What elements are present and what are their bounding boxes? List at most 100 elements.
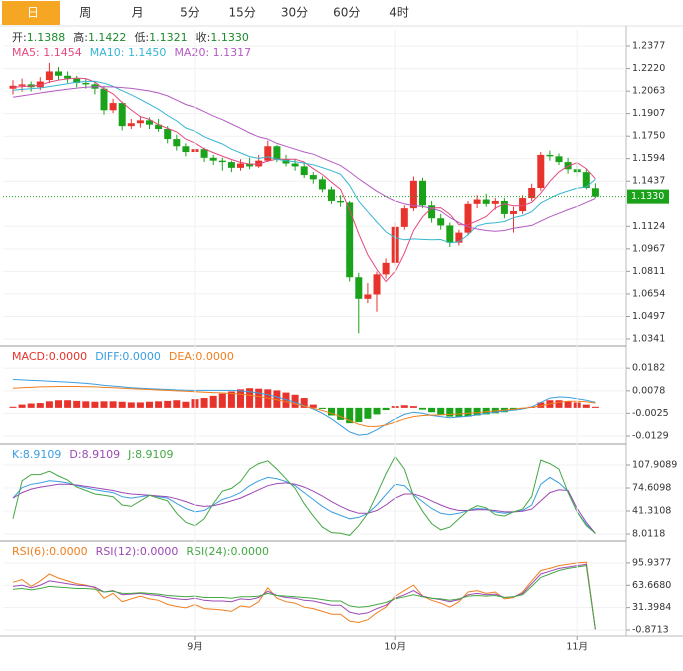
macd-bar bbox=[537, 402, 545, 408]
legend-name: MA5: bbox=[12, 46, 43, 59]
macd-bar bbox=[282, 392, 290, 408]
macd-bar bbox=[328, 407, 335, 416]
candle-body bbox=[291, 163, 299, 167]
legend-item: MA5: 1.1454 bbox=[12, 46, 82, 59]
candle-body bbox=[419, 180, 426, 206]
macd-bar bbox=[182, 401, 190, 408]
macd-bar bbox=[400, 405, 408, 408]
macd-bar bbox=[36, 403, 44, 408]
candle-body bbox=[382, 262, 390, 275]
legend-item: MA20: 1.1317 bbox=[174, 46, 251, 59]
macd-bar bbox=[136, 402, 144, 408]
legend-name: 收: bbox=[196, 30, 211, 44]
y-tick-label: 8.0118 bbox=[632, 528, 665, 539]
legend-name: 开: bbox=[12, 31, 27, 44]
y-tick-label: -0.0025 bbox=[632, 408, 669, 419]
tab[interactable]: 月 bbox=[132, 6, 144, 20]
candle-body bbox=[455, 232, 463, 243]
candle-body bbox=[346, 202, 354, 278]
x-tick-label: 10月 bbox=[384, 642, 406, 653]
macd-bar bbox=[446, 407, 454, 417]
legend-value: 8.9109 bbox=[82, 448, 121, 461]
candle-body bbox=[255, 160, 263, 167]
candle-body bbox=[182, 146, 190, 153]
legend-value: 8.9109 bbox=[23, 448, 62, 461]
tab-label: 月 bbox=[132, 6, 144, 20]
macd-bar bbox=[118, 401, 126, 408]
macd-bar bbox=[291, 394, 299, 408]
y-tick-label: 0.0182 bbox=[632, 363, 665, 374]
candle-body bbox=[546, 154, 554, 157]
legend-name: RSI(24): bbox=[186, 545, 230, 558]
candle-body bbox=[364, 294, 372, 299]
candle-body bbox=[591, 188, 599, 197]
macd-bar bbox=[209, 395, 217, 408]
legend-item: 高:1.1422 bbox=[73, 30, 126, 44]
legend-item: RSI(24):0.0000 bbox=[186, 545, 269, 558]
legend-value: 0.0000 bbox=[195, 350, 234, 363]
x-tick-label: 9月 bbox=[187, 642, 203, 653]
macd-bar bbox=[409, 406, 417, 408]
tab[interactable]: 日 bbox=[2, 1, 60, 25]
legend-value: 1.1321 bbox=[149, 31, 188, 44]
macd-bar bbox=[164, 400, 172, 408]
tab[interactable]: 周 bbox=[79, 6, 91, 20]
macd-bar bbox=[373, 407, 381, 415]
candle-body bbox=[73, 78, 81, 83]
candle-body bbox=[464, 203, 472, 233]
legend-item: 低:1.1321 bbox=[134, 31, 187, 44]
macd-bar bbox=[473, 407, 481, 416]
y-tick-label: 1.0654 bbox=[632, 288, 665, 299]
candle-body bbox=[18, 84, 26, 86]
tab-label: 周 bbox=[79, 6, 91, 20]
tab-label: 日 bbox=[27, 6, 39, 20]
series-line bbox=[12, 77, 596, 283]
candle-body bbox=[537, 154, 545, 189]
legend-item: 开:1.1388 bbox=[12, 31, 65, 44]
y-tick-label: 1.2063 bbox=[632, 86, 665, 97]
tab-active-bg bbox=[2, 1, 60, 25]
legend-name: MACD: bbox=[12, 350, 49, 363]
y-tick-label: -0.0129 bbox=[632, 431, 669, 442]
macd-bar bbox=[64, 400, 72, 408]
macd-bar bbox=[100, 401, 108, 408]
legend-value: 1.1454 bbox=[43, 46, 82, 59]
macd-bar bbox=[27, 403, 35, 408]
candle-body bbox=[300, 166, 308, 176]
tab[interactable]: 15分 bbox=[229, 6, 256, 20]
y-tick-label: 41.3108 bbox=[632, 506, 671, 517]
macd-bar bbox=[155, 401, 163, 408]
macd-bar bbox=[109, 401, 117, 408]
legend-name: K: bbox=[12, 448, 23, 461]
candle-body bbox=[237, 163, 244, 168]
legend-item: RSI(6):0.0000 bbox=[12, 545, 88, 558]
tab[interactable]: 5分 bbox=[180, 6, 200, 20]
candle-body bbox=[109, 103, 117, 111]
y-tick-label: -0.8713 bbox=[632, 625, 669, 636]
y-tick-label: 1.1124 bbox=[632, 221, 665, 232]
series-line bbox=[12, 565, 596, 630]
x-tick-label: 11月 bbox=[566, 642, 588, 653]
legend-value: 0.0000 bbox=[140, 545, 179, 558]
y-tick-label: 1.0497 bbox=[632, 311, 665, 322]
candle-body bbox=[446, 225, 454, 243]
tab-label: 4时 bbox=[389, 6, 409, 20]
tab[interactable]: 4时 bbox=[389, 6, 409, 20]
candle-body bbox=[146, 120, 153, 125]
macd-bar bbox=[82, 401, 90, 408]
candle-body bbox=[473, 199, 481, 204]
tab[interactable]: 60分 bbox=[333, 6, 360, 20]
tab[interactable]: 30分 bbox=[281, 6, 308, 20]
macd-bar bbox=[419, 407, 426, 410]
macd-bar bbox=[73, 400, 81, 408]
y-tick-label: 107.9089 bbox=[632, 460, 677, 471]
macd-bar bbox=[309, 404, 317, 408]
candle-body bbox=[118, 103, 126, 127]
candle-body bbox=[328, 189, 335, 201]
y-tick-label: 1.2220 bbox=[632, 63, 665, 74]
y-tick-label: 31.3984 bbox=[632, 602, 671, 613]
candle-body bbox=[437, 218, 445, 226]
series-line bbox=[12, 476, 596, 534]
candle-body bbox=[82, 82, 90, 85]
legend-value: 0.0000 bbox=[230, 545, 269, 558]
